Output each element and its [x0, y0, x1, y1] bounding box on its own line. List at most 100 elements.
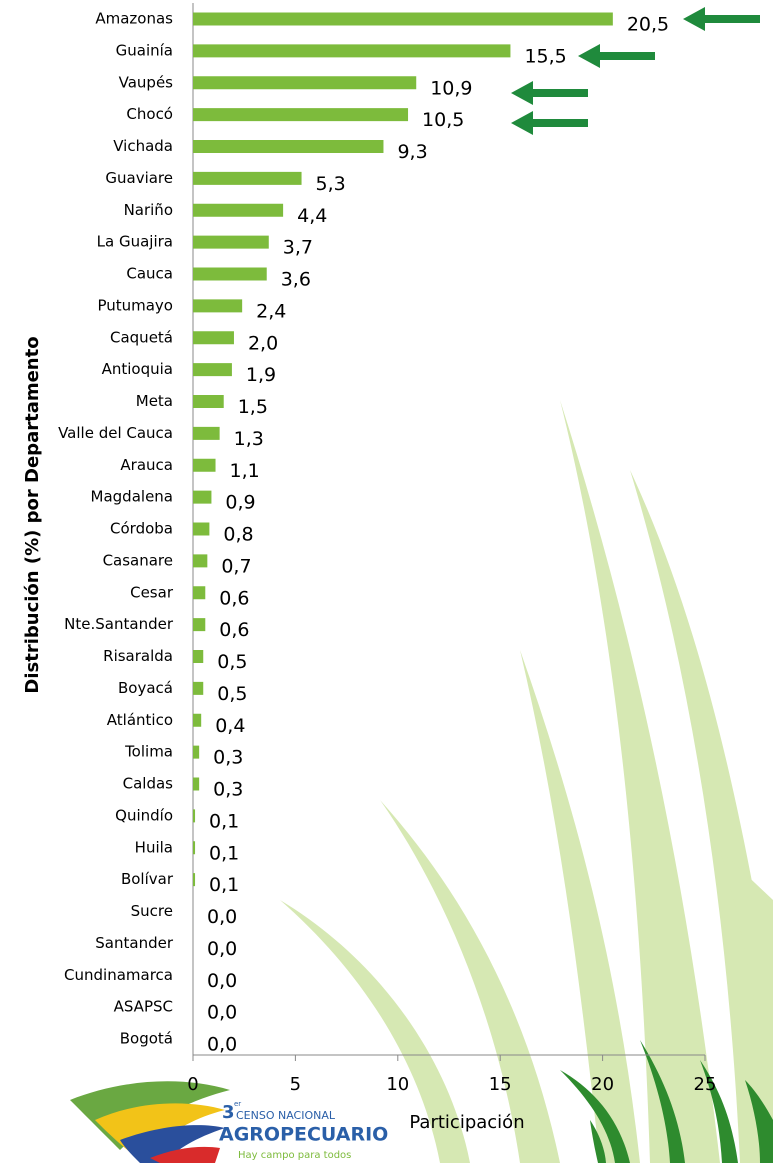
y-tick-label: Bolívar [121, 870, 174, 888]
bar [193, 873, 196, 887]
y-axis-title: Distribución (%) por Departamento [22, 336, 43, 693]
y-tick-label: Valle del Cauca [58, 424, 173, 442]
y-tick-label: Putumayo [97, 296, 173, 314]
y-tick-label: Caquetá [110, 328, 173, 346]
y-tick-label: Huila [135, 838, 173, 856]
y-tick-label: Quindío [115, 806, 173, 824]
y-tick-label: Nte.Santander [64, 615, 174, 633]
y-tick-label: Chocó [126, 105, 173, 123]
y-tick-label: ASAPSC [114, 998, 173, 1016]
bar [193, 108, 409, 122]
bar [193, 140, 384, 153]
y-tick-label: Vichada [113, 137, 173, 155]
bar [193, 586, 206, 600]
bar [193, 331, 234, 345]
y-tick-label: Antioquia [102, 360, 173, 378]
bar [193, 395, 224, 408]
bar [193, 522, 210, 536]
logo-line1: CENSO NACIONAL [236, 1109, 336, 1122]
x-tick-label: 0 [187, 1074, 198, 1095]
value-label: 0,0 [207, 938, 237, 960]
value-label: 0,3 [213, 747, 243, 769]
y-tick-label: Boyacá [118, 679, 173, 697]
bar [193, 490, 212, 504]
value-label: 3,7 [283, 237, 313, 259]
y-tick-label: Atlántico [107, 711, 173, 729]
y-tick-label: Arauca [120, 456, 173, 474]
y-tick-label: Vaupés [119, 73, 174, 91]
background-grass [280, 400, 773, 1163]
bar [193, 809, 196, 823]
bar [193, 363, 232, 377]
value-label: 3,6 [281, 269, 311, 291]
logo-number: 3 [222, 1102, 235, 1123]
value-label: 0,5 [217, 683, 247, 705]
value-label: 0,8 [223, 524, 253, 546]
bar [193, 299, 243, 313]
foreground-grass [560, 1040, 773, 1163]
y-tick-label: Cauca [126, 265, 173, 283]
bar [193, 171, 302, 185]
bar [193, 554, 208, 568]
bar [193, 267, 267, 281]
value-label: 0,0 [207, 1034, 237, 1056]
y-tick-label: Córdoba [110, 520, 173, 538]
x-tick-label: 10 [386, 1074, 409, 1095]
value-label: 1,3 [234, 428, 264, 450]
y-tick-label: Sucre [131, 902, 173, 920]
y-tick-label: Cesar [130, 583, 174, 601]
y-tick-label: Tolima [124, 743, 173, 761]
value-label: 0,1 [209, 874, 239, 896]
value-label: 0,0 [207, 1002, 237, 1024]
bar [193, 426, 220, 440]
bar [193, 777, 200, 791]
logo: 3 er CENSO NACIONAL AGROPECUARIO Hay cam… [70, 1081, 388, 1163]
arrows [511, 7, 760, 135]
y-tick-label: Bogotá [120, 1030, 173, 1048]
value-label: 0,9 [225, 492, 255, 514]
value-label: 0,0 [207, 970, 237, 992]
value-label: 1,1 [230, 460, 260, 482]
bar [193, 235, 269, 249]
value-label: 0,1 [209, 810, 239, 832]
y-tick-label: Risaralda [103, 647, 173, 665]
bar [193, 745, 200, 759]
logo-slogan: Hay campo para todos [238, 1150, 351, 1161]
x-tick-label: 15 [489, 1074, 512, 1095]
bar [193, 458, 216, 472]
value-label: 10,9 [430, 77, 472, 99]
y-tick-label: Magdalena [91, 488, 173, 506]
bar [193, 44, 511, 58]
x-tick-label: 20 [591, 1074, 614, 1095]
value-label: 0,4 [215, 715, 245, 737]
y-tick-label: Cundinamarca [64, 966, 173, 984]
value-label: 4,4 [297, 205, 327, 227]
y-tick-label: Guaviare [105, 169, 173, 187]
x-axis-title: Participación [409, 1112, 524, 1133]
y-tick-label: Guainía [116, 41, 173, 59]
bar [193, 681, 204, 695]
bar [193, 650, 204, 663]
bar [193, 203, 284, 217]
value-label: 0,5 [217, 651, 247, 673]
bar [193, 12, 613, 26]
value-label: 0,0 [207, 906, 237, 928]
bar [193, 713, 202, 727]
value-label: 20,5 [627, 14, 669, 36]
bar [193, 76, 417, 90]
value-label: 0,3 [213, 779, 243, 801]
value-label: 0,6 [219, 587, 249, 609]
logo-ordinal: er [234, 1100, 241, 1108]
value-label: 1,5 [238, 396, 268, 418]
y-tick-label: Santander [95, 934, 174, 952]
bar [193, 618, 206, 632]
value-label: 0,7 [221, 555, 251, 577]
bar [193, 841, 196, 855]
y-tick-label: Caldas [123, 775, 174, 793]
y-tick-label: Casanare [103, 551, 173, 569]
value-label: 1,9 [246, 364, 276, 386]
value-label: 0,6 [219, 619, 249, 641]
y-tick-label: Amazonas [95, 10, 173, 28]
